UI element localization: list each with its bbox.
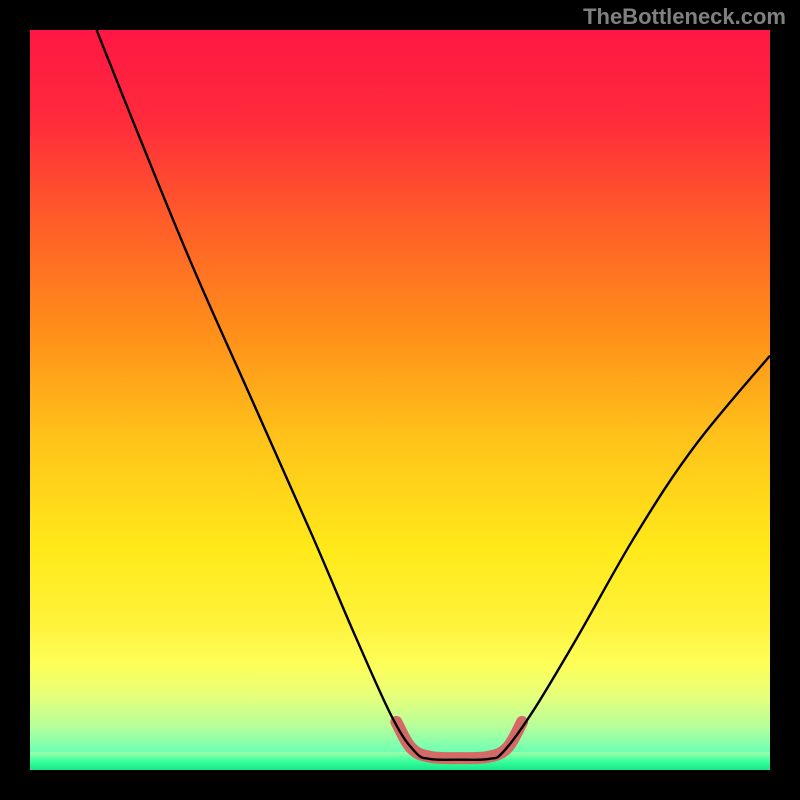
watermark-text: TheBottleneck.com [583, 4, 786, 30]
chart-container: TheBottleneck.com [0, 0, 800, 800]
plot-area [30, 30, 770, 770]
bottleneck-curve [97, 30, 770, 760]
curve-layer [30, 30, 770, 770]
